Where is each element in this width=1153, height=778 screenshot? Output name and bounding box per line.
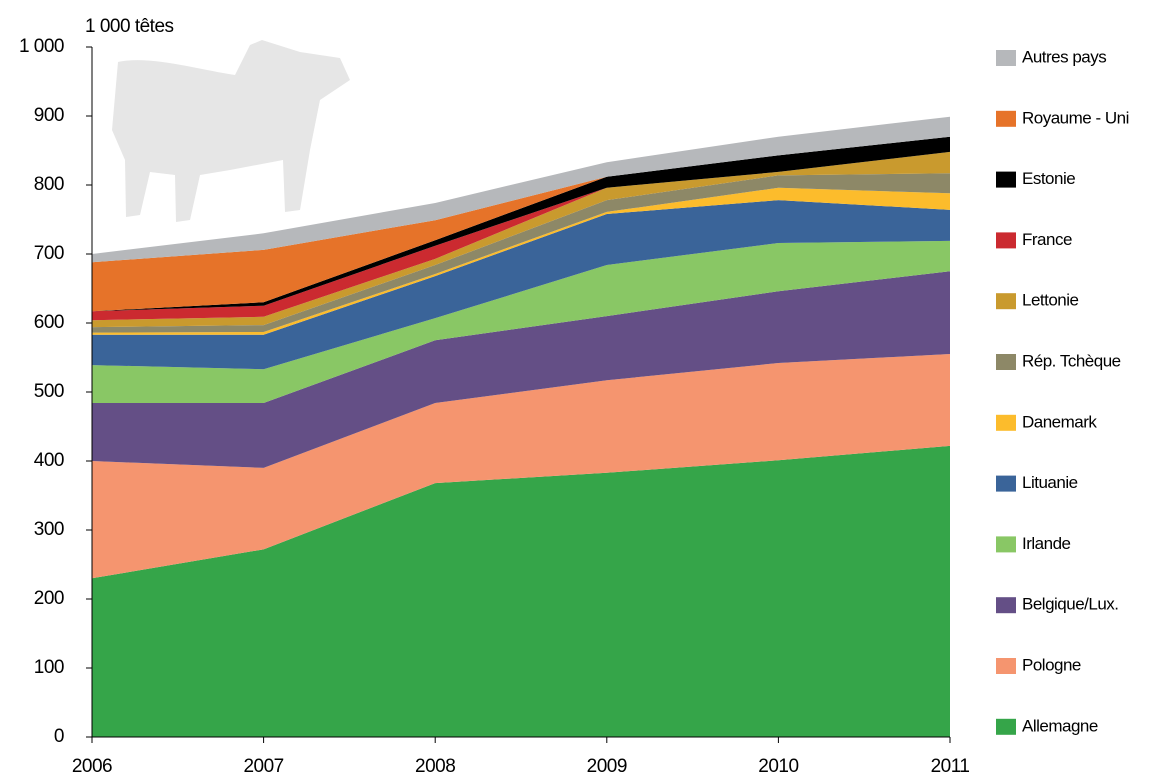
- legend-label: Danemark: [1022, 412, 1097, 431]
- y-tick-label: 0: [54, 726, 64, 747]
- legend-label: Irlande: [1022, 534, 1071, 553]
- legend-label: Estonie: [1022, 169, 1075, 188]
- legend-label: Rép. Tchèque: [1022, 351, 1121, 370]
- chart: 1 000 têtes 0 100 200 300 400 500 600 700 800 900…: [0, 0, 1153, 778]
- x-tick-label: 2008: [415, 756, 455, 777]
- legend-label: Lettonie: [1022, 291, 1079, 310]
- legend-swatch: [996, 719, 1016, 735]
- legend-label: Lituanie: [1022, 473, 1078, 492]
- x-tick-label: 2009: [587, 756, 627, 777]
- legend-label: Pologne: [1022, 655, 1081, 674]
- page: {"chart_data": {"type": "stacked-area", …: [0, 0, 1153, 778]
- legend-swatch: [996, 658, 1016, 674]
- legend-label: Royaume - Uni: [1022, 108, 1129, 127]
- y-tick-label: 400: [34, 450, 64, 471]
- y-tick-label: 700: [34, 243, 64, 264]
- legend-label: France: [1022, 230, 1072, 249]
- legend-swatch: [996, 172, 1016, 188]
- legend-swatch: [996, 50, 1016, 66]
- y-tick-label: 1 000: [19, 36, 64, 57]
- legend-swatch: [996, 415, 1016, 431]
- y-tick-label: 800: [34, 174, 64, 195]
- x-tick-label: 2010: [758, 756, 798, 777]
- legend-label: Belgique/Lux.: [1022, 595, 1119, 614]
- y-axis-unit: 1 000 têtes: [85, 16, 174, 37]
- y-tick-label: 100: [34, 657, 64, 678]
- x-tick-label: 2006: [72, 756, 112, 777]
- cow-illustration: [112, 40, 350, 222]
- legend-swatch: [996, 597, 1016, 613]
- legend-swatch: [996, 476, 1016, 492]
- legend-label: Autres pays: [1022, 47, 1106, 66]
- y-tick-label: 500: [34, 381, 64, 402]
- y-tick-label: 900: [34, 105, 64, 126]
- legend-swatch: [996, 232, 1016, 248]
- legend-swatch: [996, 354, 1016, 370]
- x-tick-label: 2007: [243, 756, 283, 777]
- legend-swatch: [996, 293, 1016, 309]
- legend-label: Allemagne: [1022, 716, 1098, 735]
- legend-swatch: [996, 536, 1016, 552]
- legend-swatch: [996, 111, 1016, 127]
- y-tick-label: 600: [34, 312, 64, 333]
- y-tick-label: 200: [34, 588, 64, 609]
- x-tick-label: 2011: [931, 756, 970, 777]
- y-tick-label: 300: [34, 519, 64, 540]
